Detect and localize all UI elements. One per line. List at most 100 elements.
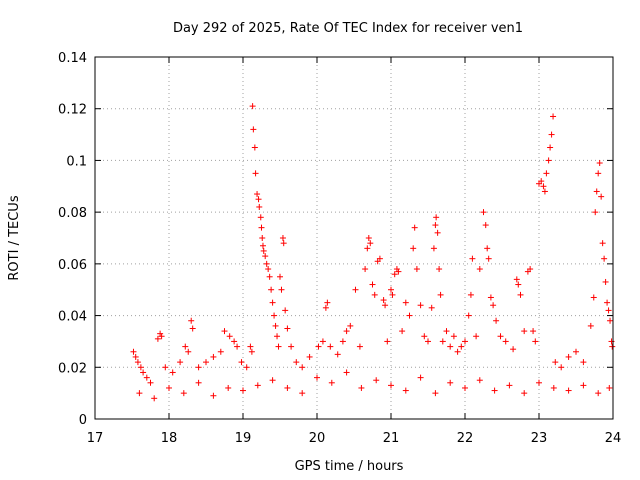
plot-frame: [94, 56, 614, 420]
data-point: [552, 359, 559, 366]
data-point: [411, 224, 418, 231]
data-point: [147, 379, 154, 386]
data-point: [221, 328, 228, 335]
data-point: [395, 268, 402, 275]
data-point: [410, 245, 417, 252]
data-point: [598, 193, 605, 200]
data-point: [510, 346, 517, 353]
y-tick-label: 0.06: [58, 258, 87, 273]
data-point: [437, 291, 444, 298]
data-point: [328, 379, 335, 386]
data-point: [258, 224, 265, 231]
data-point: [450, 333, 457, 340]
data-point: [248, 348, 255, 355]
data-point: [249, 103, 256, 110]
data-point: [484, 245, 491, 252]
data-point: [154, 335, 161, 342]
x-tick-label: 18: [161, 431, 178, 446]
data-point: [322, 304, 329, 311]
data-point: [254, 191, 261, 198]
data-point: [260, 247, 267, 254]
chart-title: Day 292 of 2025, Rate Of TEC Index for r…: [173, 21, 523, 36]
data-point: [393, 266, 400, 273]
data-point: [608, 338, 615, 345]
data-point: [195, 379, 202, 386]
data-point: [169, 369, 176, 376]
data-point: [487, 294, 494, 301]
data-point: [580, 359, 587, 366]
data-point: [592, 209, 599, 216]
data-point: [436, 266, 443, 273]
data-point: [134, 359, 141, 366]
data-point: [240, 387, 246, 394]
data-point: [143, 374, 150, 381]
grid-lines: [95, 57, 613, 419]
data-point: [284, 384, 291, 391]
data-point: [288, 343, 295, 350]
data-point: [319, 338, 326, 345]
data-point: [369, 281, 376, 288]
data-point: [234, 343, 241, 350]
data-point: [609, 343, 616, 350]
data-point: [545, 157, 552, 164]
data-point: [362, 266, 369, 273]
data-point: [275, 343, 282, 350]
data-point: [596, 160, 603, 167]
data-point: [443, 328, 450, 335]
data-point: [251, 144, 258, 151]
data-point: [231, 338, 238, 345]
data-point: [538, 178, 545, 185]
data-point: [602, 278, 609, 285]
data-point: [343, 328, 350, 335]
data-point: [151, 395, 158, 402]
data-point: [548, 131, 555, 138]
data-point: [257, 214, 264, 221]
data-point: [278, 286, 285, 293]
data-point: [434, 229, 441, 236]
data-point: [417, 374, 424, 381]
data-point: [490, 302, 497, 309]
data-point: [347, 322, 354, 329]
data-point: [601, 255, 608, 262]
data-point: [225, 384, 232, 391]
y-tick-label: 0.14: [58, 51, 87, 66]
data-point: [256, 203, 263, 210]
data-point: [384, 338, 391, 345]
data-point: [314, 374, 320, 381]
x-tick-label: 23: [531, 431, 548, 446]
data-point: [352, 286, 359, 293]
data-point: [243, 364, 250, 371]
data-point: [521, 390, 528, 397]
data-point: [277, 273, 283, 280]
data-point: [166, 384, 172, 391]
data-point: [430, 245, 437, 252]
data-point: [180, 390, 187, 397]
data-point: [587, 322, 594, 329]
data-point: [502, 338, 509, 345]
x-axis-label: GPS time / hours: [295, 459, 404, 474]
data-point: [493, 317, 500, 324]
y-tick-label: 0: [79, 413, 87, 428]
data-point: [327, 343, 334, 350]
data-point: [272, 322, 279, 329]
data-point: [339, 338, 346, 345]
x-tick-labels: 17 18 19 20 21 22 23 24: [87, 431, 622, 446]
data-point: [473, 333, 480, 340]
data-point: [391, 271, 398, 278]
data-point: [255, 196, 262, 203]
x-tick-label: 19: [235, 431, 252, 446]
data-point: [476, 266, 483, 273]
data-point: [284, 325, 291, 332]
data-point: [263, 260, 270, 267]
data-point: [421, 333, 428, 340]
data-point: [217, 348, 224, 355]
data-point: [513, 276, 520, 283]
data-point: [565, 353, 572, 360]
data-point: [527, 266, 534, 273]
y-tick-label: 0.02: [58, 361, 87, 376]
data-point: [189, 325, 196, 332]
data-point: [467, 291, 474, 298]
data-point: [402, 299, 409, 306]
data-point: [210, 392, 217, 399]
data-point: [491, 387, 498, 394]
